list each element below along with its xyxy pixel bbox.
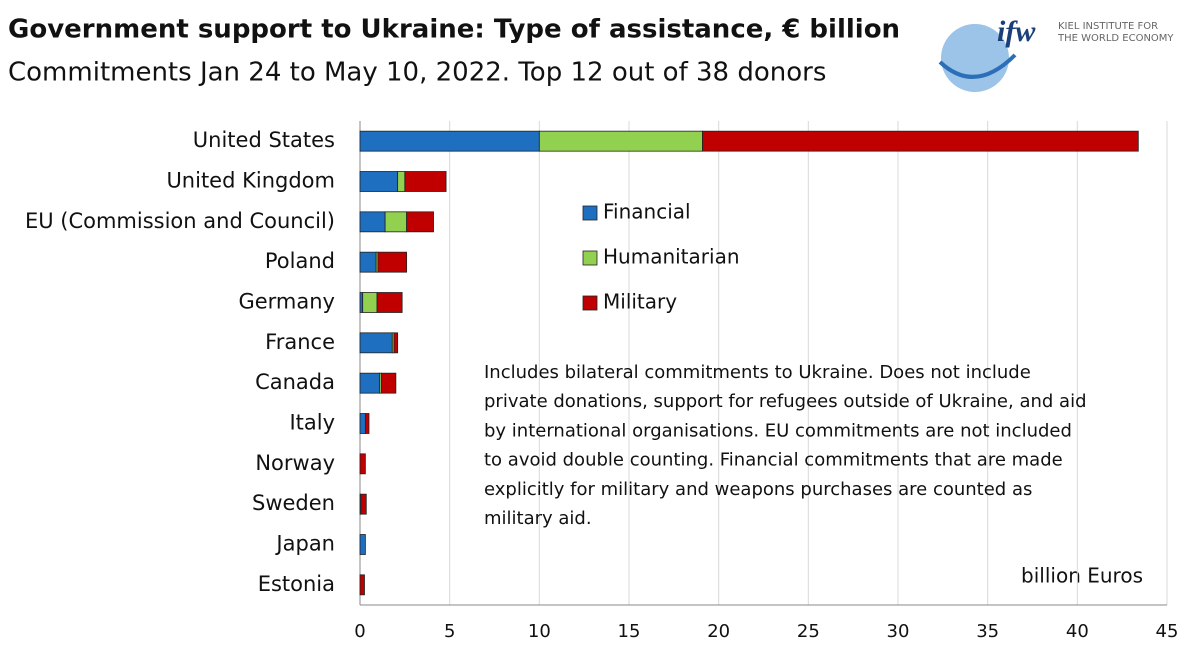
logo-line: THE WORLD ECONOMY [1057, 33, 1174, 44]
note-line: explicitly for military and weapons purc… [484, 479, 1032, 500]
x-tick-label: 20 [707, 621, 730, 642]
bar-segment [359, 211, 386, 233]
bar-segment [538, 130, 703, 152]
x-tick-label: 25 [797, 621, 820, 642]
y-tick-label: Sweden [252, 491, 335, 515]
x-tick-label: 40 [1066, 621, 1089, 642]
bar-segment [384, 211, 408, 233]
legend-swatch [582, 295, 598, 311]
x-tick-label: 30 [887, 621, 910, 642]
note-line: by international organisations. EU commi… [484, 420, 1072, 441]
bar-segment [359, 574, 365, 596]
bar-segment [359, 130, 540, 152]
bar-segment [404, 171, 447, 192]
chart-title: Government support to Ukraine: Type of a… [8, 15, 900, 45]
legend-swatch [582, 250, 598, 266]
bar-segment [397, 171, 406, 192]
legend-label: Financial [603, 200, 691, 224]
legend-swatch [582, 205, 598, 221]
bar-segment [359, 453, 366, 475]
y-tick-label: Japan [274, 532, 335, 556]
logo-swoosh [938, 53, 1017, 79]
bar-segment [393, 332, 399, 354]
y-tick-label: France [265, 330, 335, 354]
note-line: private donations, support for refugees … [484, 391, 1087, 412]
y-tick-label: EU (Commission and Council) [25, 209, 335, 233]
x-tick-label: 15 [618, 621, 641, 642]
bar-segment [406, 211, 434, 233]
x-tick-label: 5 [444, 621, 455, 642]
y-tick-label: United Kingdom [166, 169, 335, 193]
legend-label: Military [603, 290, 677, 314]
bar-segment [381, 372, 397, 394]
x-tick-label: 45 [1156, 621, 1179, 642]
x-tick-label: 10 [528, 621, 551, 642]
logo-mark: ifw [997, 15, 1036, 48]
y-tick-label: United States [193, 128, 335, 152]
bar-segment [359, 413, 366, 434]
logo: ifw KIEL INSTITUTE FOR THE WORLD ECONOMY [938, 15, 1174, 92]
note-line: to avoid double counting. Financial comm… [484, 450, 1063, 471]
note-line: Includes bilateral commitments to Ukrain… [484, 362, 1031, 383]
bar-segment [359, 251, 377, 273]
y-tick-label: Italy [289, 411, 335, 435]
bar-segment [377, 251, 408, 273]
unit-label: billion Euros [1021, 564, 1143, 588]
chart-subtitle: Commitments Jan 24 to May 10, 2022. Top … [8, 58, 826, 88]
legend-label: Humanitarian [603, 245, 740, 269]
bar-segment [359, 332, 393, 354]
y-tick-label: Canada [255, 370, 335, 394]
bar-segment [362, 292, 378, 313]
note-line: military aid. [484, 508, 592, 529]
bar-segment [702, 130, 1139, 152]
x-tick-label: 35 [976, 621, 999, 642]
y-tick-label: Germany [238, 290, 335, 314]
bar-segment [376, 292, 403, 313]
bar-segment [364, 413, 370, 434]
y-tick-label: Norway [255, 451, 335, 475]
bar-segment [359, 372, 381, 394]
bar-segment [359, 292, 364, 313]
y-tick-label: Poland [265, 249, 335, 273]
bar-segment [360, 493, 367, 515]
bar-segment [359, 534, 366, 555]
y-tick-label: Estonia [258, 572, 335, 596]
logo-line: KIEL INSTITUTE FOR [1058, 21, 1158, 32]
x-tick-label: 0 [354, 621, 365, 642]
bar-segment [359, 171, 399, 192]
